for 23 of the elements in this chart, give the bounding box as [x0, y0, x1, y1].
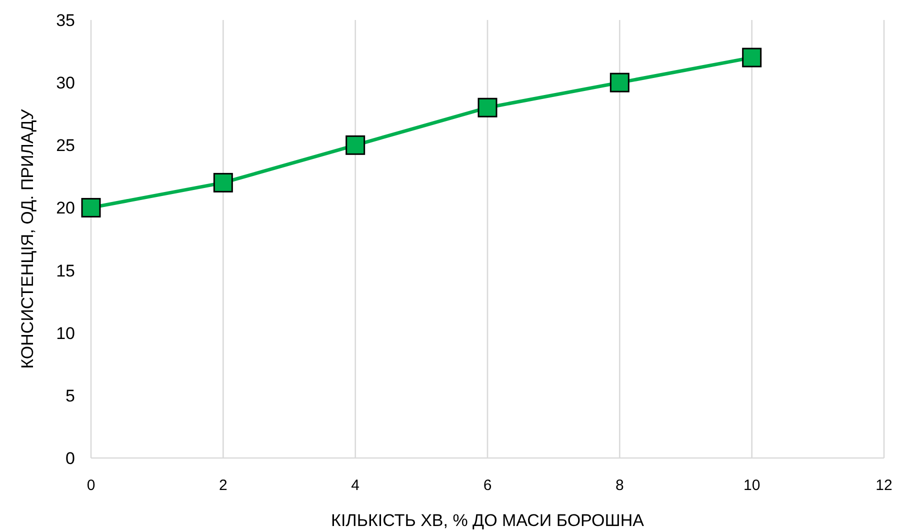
point [81, 198, 101, 218]
y-tick-label: 25 [56, 136, 75, 156]
y-tick-label: 10 [56, 324, 75, 343]
x-tick-label: 10 [743, 477, 760, 494]
point [478, 98, 498, 118]
x-tick-label: 0 [86, 477, 96, 494]
y-tick-label: 20 [56, 198, 75, 218]
y-tick-label: 0 [66, 449, 75, 468]
x-tick-label: 12 [876, 477, 892, 494]
x-tick-label: 6 [483, 477, 492, 494]
y-tick-label: 35 [56, 11, 75, 30]
y-tick-label: 15 [56, 261, 75, 280]
y-tick-label: 30 [56, 74, 75, 93]
x-tick-label: 8 [615, 477, 624, 494]
y-axis-title: КОНСИСТЕНЦІЯ, ОД. ПРИЛАДУ [18, 109, 37, 369]
x-axis-title: КІЛЬКІСТЬ ХВ, % ДО МАСИ БОРОШНА [331, 511, 645, 530]
point [346, 135, 366, 155]
point [742, 48, 762, 68]
y-tick-label: 5 [66, 386, 75, 406]
x-tick-label: 2 [218, 477, 228, 494]
point [213, 172, 233, 192]
x-tick-label: 4 [351, 477, 360, 494]
point [610, 72, 630, 92]
